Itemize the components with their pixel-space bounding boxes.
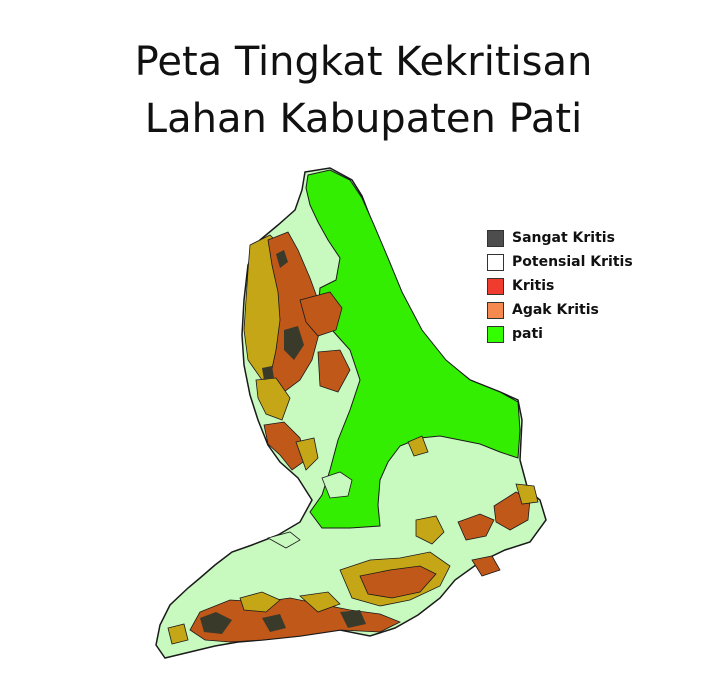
west-olive-zone bbox=[295, 437, 319, 471]
south-brown-zone bbox=[359, 565, 437, 599]
pati-light-patch bbox=[266, 531, 301, 549]
west-brown-zone bbox=[263, 421, 307, 471]
west-brown-zone bbox=[299, 291, 343, 337]
east-brown-zone bbox=[457, 513, 495, 541]
east-olive-zone bbox=[407, 435, 429, 457]
legend-swatch bbox=[487, 301, 504, 319]
legend-item: Agak Kritis bbox=[487, 298, 633, 322]
dark-patch bbox=[276, 250, 288, 268]
east-olive-zone bbox=[515, 483, 539, 505]
west-olive-zone bbox=[255, 377, 291, 421]
west-brown-zone bbox=[317, 349, 351, 393]
pati-region bbox=[305, 169, 521, 529]
pati-light-patch bbox=[321, 471, 353, 499]
dark-patch bbox=[262, 366, 274, 380]
legend-label: Potensial Kritis bbox=[512, 254, 633, 270]
legend-label: Sangat Kritis bbox=[512, 230, 615, 246]
south-brown-zone bbox=[471, 555, 501, 577]
legend-swatch bbox=[487, 229, 504, 247]
south-olive-zone bbox=[299, 591, 341, 613]
legend-swatch bbox=[487, 325, 504, 343]
legend-item: pati bbox=[487, 322, 633, 346]
dark-patch bbox=[284, 326, 304, 360]
map-legend: Sangat Kritis Potensial Kritis Kritis Agak … bbox=[487, 226, 633, 346]
south-olive-zone bbox=[167, 623, 189, 645]
legend-swatch bbox=[487, 253, 504, 271]
dark-patch bbox=[262, 614, 286, 632]
south-olive-zone bbox=[239, 591, 281, 613]
legend-label: Kritis bbox=[512, 278, 555, 294]
legend-item: Sangat Kritis bbox=[487, 226, 633, 250]
map-title-line-2: Lahan Kabupaten Pati bbox=[144, 96, 583, 142]
dark-patch bbox=[340, 610, 366, 628]
legend-item: Kritis bbox=[487, 274, 633, 298]
legend-swatch bbox=[487, 277, 504, 295]
map-title-line-1: Peta Tingkat Kekritisan bbox=[134, 39, 593, 85]
legend-label: Agak Kritis bbox=[512, 302, 599, 318]
legend-item: Potensial Kritis bbox=[487, 250, 633, 274]
east-olive-zone bbox=[415, 515, 445, 545]
west-brown-zone bbox=[267, 231, 321, 393]
dark-patch bbox=[200, 612, 232, 634]
legend-label: pati bbox=[512, 326, 543, 342]
